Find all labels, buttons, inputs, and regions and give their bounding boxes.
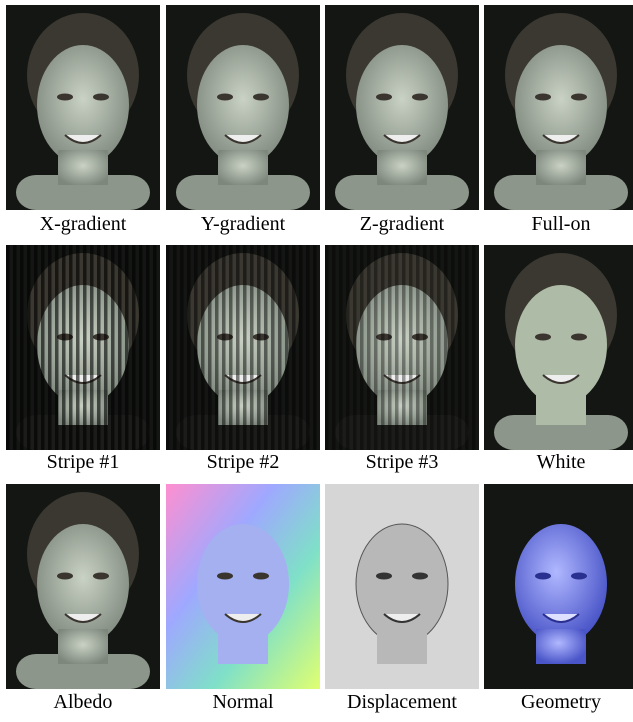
face: [356, 524, 448, 644]
caption: Full-on: [532, 213, 591, 235]
image-panel: [166, 5, 320, 210]
neck: [536, 629, 586, 664]
eye: [571, 94, 587, 101]
eye: [253, 573, 269, 580]
neck: [218, 150, 268, 185]
neck: [536, 150, 586, 185]
caption: White: [537, 451, 586, 473]
stripe-pattern: [6, 245, 160, 450]
image-panel: [484, 484, 633, 689]
image-panel: [6, 484, 160, 689]
eye: [217, 573, 233, 580]
face: [515, 524, 607, 644]
caption: Stripe #1: [47, 451, 120, 473]
image-panel: [325, 245, 479, 450]
eye: [571, 573, 587, 580]
neck: [218, 629, 268, 664]
image-panel: [325, 484, 479, 689]
caption: Displacement: [347, 691, 457, 713]
eye: [535, 334, 551, 341]
caption: Albedo: [54, 691, 113, 713]
neck: [377, 150, 427, 185]
face: [197, 524, 289, 644]
caption: Stripe #2: [207, 451, 280, 473]
face: [356, 45, 448, 165]
image-panel: [484, 5, 633, 210]
caption: X-gradient: [40, 213, 127, 235]
image-panel: [6, 245, 160, 450]
caption: Stripe #3: [366, 451, 439, 473]
image-panel: [166, 484, 320, 689]
caption: Geometry: [521, 691, 601, 713]
eye: [93, 94, 109, 101]
neck: [58, 629, 108, 664]
eye: [253, 94, 269, 101]
stripe-pattern: [166, 245, 320, 450]
caption: Normal: [212, 691, 274, 713]
eye: [57, 94, 73, 101]
eye: [376, 94, 392, 101]
face: [37, 45, 129, 165]
eye: [57, 573, 73, 580]
image-panel: [166, 245, 320, 450]
caption: Z-gradient: [360, 213, 445, 235]
image-panel: [484, 245, 633, 450]
image-panel: [325, 5, 479, 210]
stripe-pattern: [325, 245, 479, 450]
eye: [93, 573, 109, 580]
neck: [536, 390, 586, 425]
eye: [412, 94, 428, 101]
eye: [535, 573, 551, 580]
eye: [412, 573, 428, 580]
eye: [571, 334, 587, 341]
eye: [376, 573, 392, 580]
eye: [217, 94, 233, 101]
neck: [377, 629, 427, 664]
face: [515, 285, 607, 405]
face: [37, 524, 129, 644]
caption: Y-gradient: [201, 213, 286, 235]
neck: [58, 150, 108, 185]
eye: [535, 94, 551, 101]
face: [515, 45, 607, 165]
figure: X-gradient Y-gradient Z-gradient Full-on Str…: [0, 0, 633, 722]
image-panel: [6, 5, 160, 210]
face: [197, 45, 289, 165]
